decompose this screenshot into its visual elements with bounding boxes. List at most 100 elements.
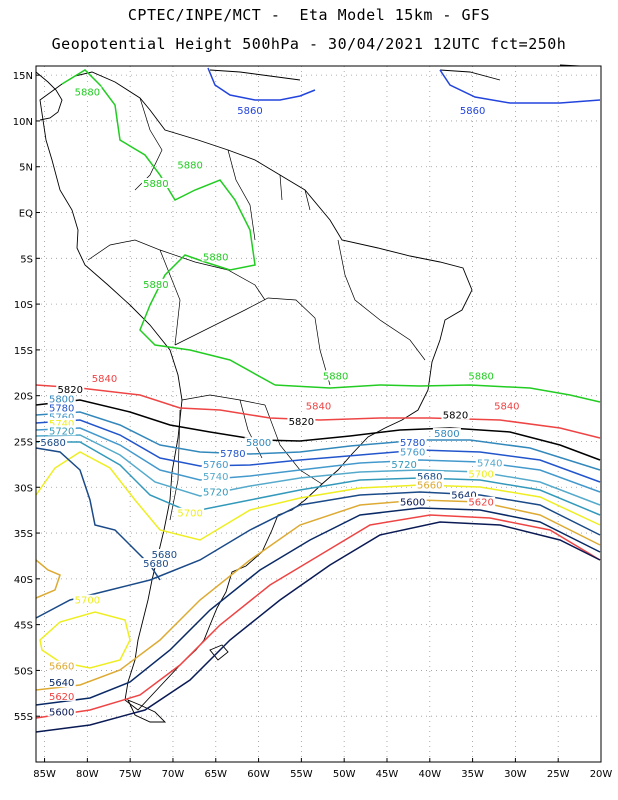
lon-tick-label: 65W xyxy=(204,769,227,780)
contour-label: 5740 xyxy=(477,458,502,469)
lat-tick-label: 15S xyxy=(14,346,33,357)
contour-label: 5840 xyxy=(494,402,519,413)
contour-label: 5700 xyxy=(75,596,100,607)
contour-label: 5760 xyxy=(203,460,228,471)
contour-5860-east xyxy=(439,69,601,104)
contour-label-bg xyxy=(90,373,119,384)
contour-label: 5620 xyxy=(468,498,493,509)
contour-label: 5660 xyxy=(49,662,74,673)
lon-tick-label: 35W xyxy=(461,769,484,780)
contour-label-bg xyxy=(398,496,427,507)
lat-tick-label: 25S xyxy=(14,437,33,448)
contour-label: 5840 xyxy=(306,402,331,413)
lat-tick-label: 20S xyxy=(14,392,33,403)
contour-5680 xyxy=(35,491,601,619)
lat-tick-label: 15N xyxy=(13,71,33,82)
contour-label-bg xyxy=(141,278,170,289)
contour-label: 5680 xyxy=(417,472,442,483)
lat-tick-label: 5S xyxy=(20,254,33,265)
contour-label: 5860 xyxy=(237,106,262,117)
contour-5860-west xyxy=(207,67,316,101)
chart-title-line1: CPTEC/INPE/MCT - Eta Model 15km - GFS xyxy=(127,6,491,24)
contour-label: 5820 xyxy=(58,385,83,396)
contour-label-bg xyxy=(467,370,496,381)
lat-tick-label: 35S xyxy=(14,529,33,540)
lat-tick-label: 10S xyxy=(14,300,33,311)
contour-label-bg xyxy=(398,437,427,448)
contour-label-bg xyxy=(150,548,179,559)
contour-label-bg xyxy=(390,459,419,470)
contour-label-bg xyxy=(141,558,170,569)
map-frame xyxy=(35,65,602,763)
contour-label: 5880 xyxy=(177,161,202,172)
contour-label: 5860 xyxy=(460,106,485,117)
contour-label-bg xyxy=(321,370,350,381)
contour-5880-south xyxy=(274,384,601,403)
contour-label: 5720 xyxy=(49,426,74,437)
lon-tick-label: 85W xyxy=(33,769,56,780)
contour-label-bg xyxy=(47,402,76,413)
contour-5700-loop xyxy=(39,611,131,669)
lat-tick-label: 55S xyxy=(14,712,33,723)
contour-label-bg xyxy=(201,251,230,262)
contour-label-bg xyxy=(176,507,205,518)
contour-5800 xyxy=(35,411,601,471)
contour-label-bg xyxy=(73,86,102,97)
contour-label: 5820 xyxy=(443,411,468,422)
lat-tick-label: 45S xyxy=(14,621,33,632)
contour-label: 5640 xyxy=(49,678,74,689)
contour-5820 xyxy=(35,399,601,461)
contour-label: 5600 xyxy=(400,498,425,509)
lon-tick-label: 70W xyxy=(162,769,185,780)
contour-label-bg xyxy=(47,677,76,688)
contour-label-bg xyxy=(304,400,333,411)
south-america-coastline xyxy=(39,71,473,711)
caribbean-islands xyxy=(209,64,581,81)
contour-label-bg xyxy=(47,690,76,701)
contour-label-bg xyxy=(56,384,85,395)
contour-label: 5880 xyxy=(323,371,348,382)
contour-label-bg xyxy=(218,448,247,459)
contour-label-bg xyxy=(415,479,444,490)
contour-label: 5880 xyxy=(468,371,493,382)
contour-label: 5760 xyxy=(400,447,425,458)
contour-label: 5780 xyxy=(220,449,245,460)
contour-label: 5880 xyxy=(75,87,100,98)
contour-label: 5640 xyxy=(451,490,476,501)
contour-5620 xyxy=(35,514,601,719)
lon-tick-label: 20W xyxy=(590,769,613,780)
contour-5780 xyxy=(35,419,601,483)
central-america-coastline xyxy=(35,71,63,121)
lon-tick-label: 45W xyxy=(376,769,399,780)
contour-label-bg xyxy=(450,489,479,500)
lat-tick-label: 5N xyxy=(19,163,33,174)
contour-5660-west xyxy=(35,559,61,599)
lon-tick-label: 50W xyxy=(333,769,356,780)
lon-tick-label: 25W xyxy=(547,769,570,780)
contour-label: 5800 xyxy=(246,438,271,449)
contour-label: 5800 xyxy=(434,429,459,440)
contour-label-bg xyxy=(398,446,427,457)
lon-tick-label: 40W xyxy=(418,769,441,780)
contour-label-bg xyxy=(432,428,461,439)
contour-label: 5780 xyxy=(49,403,74,414)
contour-label-bg xyxy=(287,416,316,427)
lat-tick-label: 50S xyxy=(14,666,33,677)
contour-label-bg xyxy=(176,159,205,170)
contour-label-bg xyxy=(47,411,76,422)
contour-label: 5880 xyxy=(143,280,168,291)
axis-ticks: 15N 10N 5N EQ 5S 10S 15S 20S 25S 30S 35S 40S 45S 50S 5… xyxy=(13,71,613,780)
contour-label-bg xyxy=(467,496,496,507)
contour-label: 5740 xyxy=(203,472,228,483)
contour-label-bg xyxy=(201,459,230,470)
contour-label-bg xyxy=(47,660,76,671)
contour-label: 5660 xyxy=(417,480,442,491)
contour-label-bg xyxy=(441,409,470,420)
lon-tick-label: 60W xyxy=(247,769,270,780)
contour-label-bg xyxy=(47,393,76,404)
contour-label-bg xyxy=(141,178,170,189)
contour-lines xyxy=(35,67,601,733)
contour-5880-north xyxy=(61,69,276,386)
grid-lines xyxy=(36,66,602,762)
